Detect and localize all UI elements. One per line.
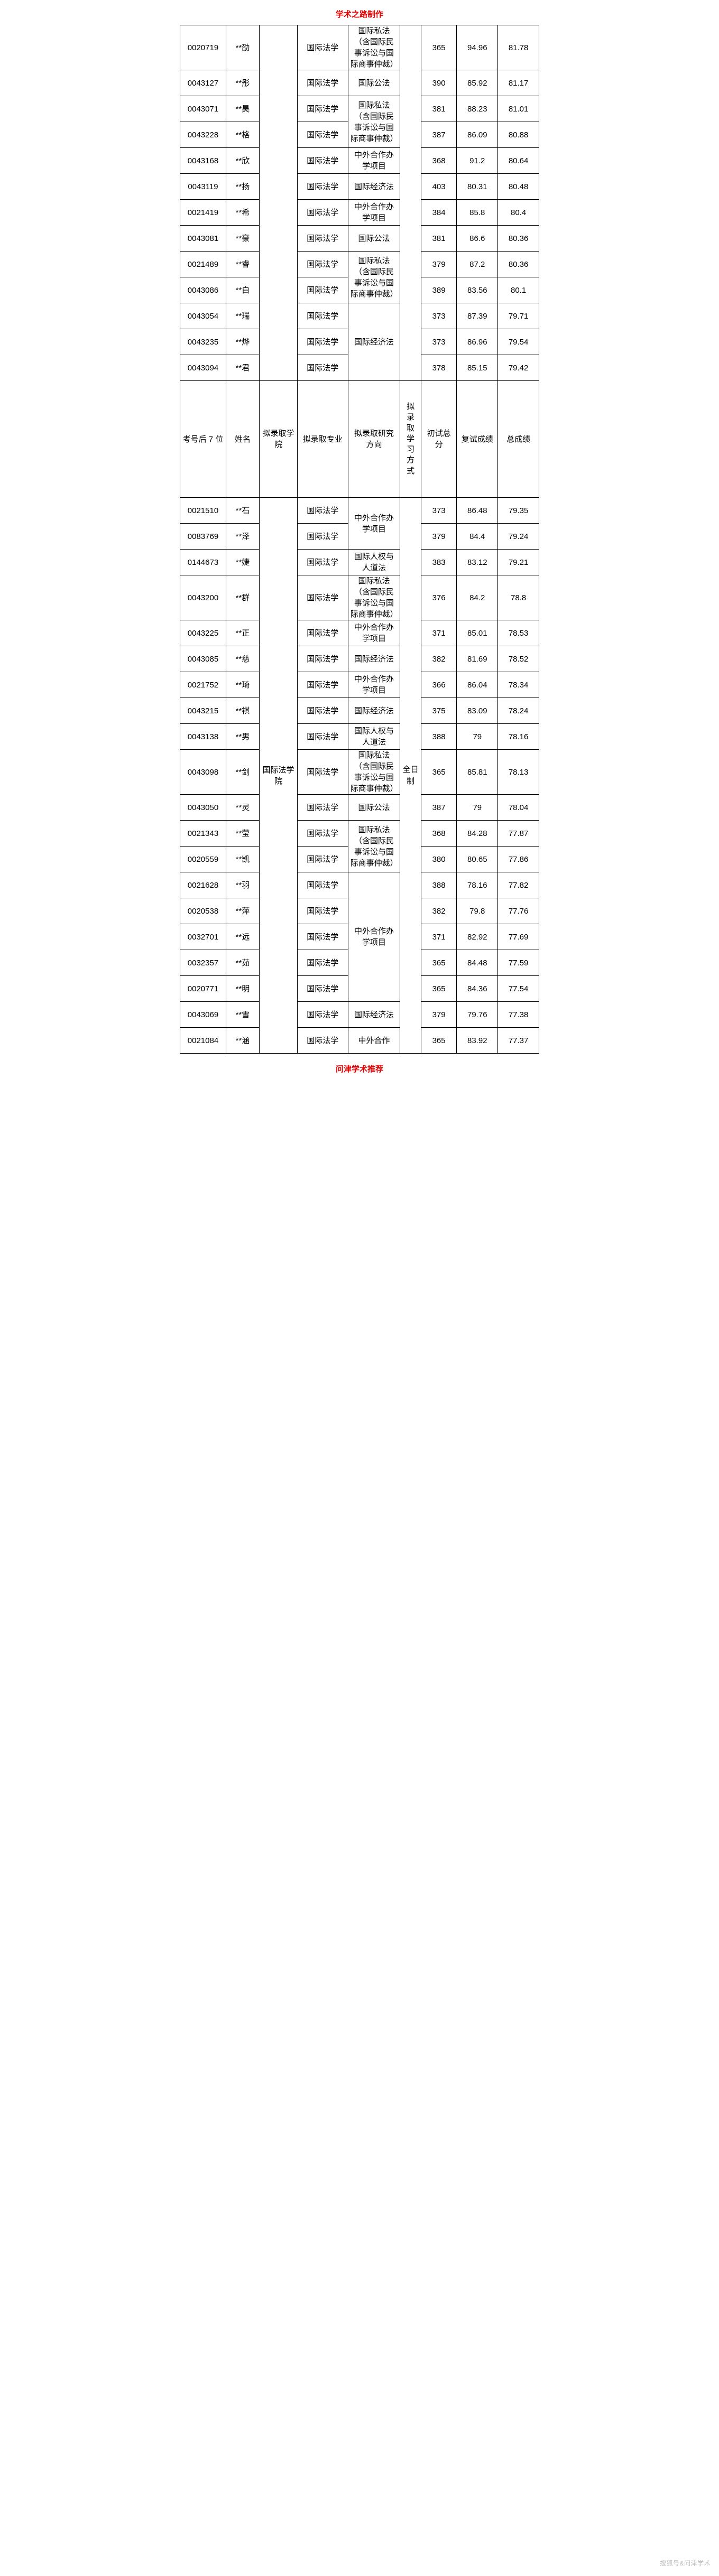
table-row: 0021752**琦国际法学中外合作办学项目36686.0478.34	[180, 672, 539, 698]
table-row: 0021489**睿国际法学国际私法（含国际民事诉讼与国际商事仲裁）37987.…	[180, 252, 539, 277]
table-row: 0043071**昊国际法学国际私法（含国际民事诉讼与国际商事仲裁）38188.…	[180, 96, 539, 122]
table-row: 0043098**剑国际法学国际私法（含国际民事诉讼与国际商事仲裁）36585.…	[180, 750, 539, 795]
table-row: 0043069**雪国际法学国际经济法37979.7677.38	[180, 1002, 539, 1028]
table-row: 0043215**祺国际法学国际经济法37583.0978.24	[180, 698, 539, 724]
bottom-caption: 问津学术推荐	[180, 1054, 539, 1080]
top-caption: 学术之路制作	[180, 5, 539, 25]
table-row: 0043200**群国际法学国际私法（含国际民事诉讼与国际商事仲裁）37684.…	[180, 575, 539, 620]
table-row: 0043081**豪国际法学国际公法38186.680.36	[180, 226, 539, 252]
watermark: 搜狐号&问津学术	[660, 2559, 711, 2568]
table-row: 0021084**涵国际法学中外合作36583.9277.37	[180, 1028, 539, 1054]
table-row: 0144673**婕国际法学国际人权与人道法38383.1279.21	[180, 550, 539, 575]
table-row: 0043168**欣国际法学中外合作办学项目36891.280.64	[180, 148, 539, 174]
table-row: 0043138**男国际法学国际人权与人道法3887978.16	[180, 724, 539, 750]
table-row: 0021628**羽国际法学中外合作办学项目38878.1677.82	[180, 872, 539, 898]
admissions-table: 0020719**劭国际法学国际私法（含国际民事诉讼与国际商事仲裁）36594.…	[180, 25, 539, 1054]
table-row: 0043054**瑞国际法学国际经济法37387.3979.71	[180, 303, 539, 329]
table-row: 0043119**扬国际法学国际经济法40380.3180.48	[180, 174, 539, 200]
table-row: 0021510**石国际法学院国际法学中外合作办学项目全日制37386.4879…	[180, 498, 539, 524]
table-row: 0020719**劭国际法学国际私法（含国际民事诉讼与国际商事仲裁）36594.…	[180, 25, 539, 70]
mode-cell: 全日制	[400, 498, 421, 1054]
college-cell: 国际法学院	[259, 498, 297, 1054]
table-row: 0021343**莹国际法学国际私法（含国际民事诉讼与国际商事仲裁）36884.…	[180, 821, 539, 847]
table-row: 0043127**彤国际法学国际公法39085.9281.17	[180, 70, 539, 96]
mode-cell	[400, 25, 421, 381]
table-row: 0043050**灵国际法学国际公法3877978.04	[180, 795, 539, 821]
table-row: 0043225**正国际法学中外合作办学项目37185.0178.53	[180, 620, 539, 646]
table-row: 0043085**慈国际法学国际经济法38281.6978.52	[180, 646, 539, 672]
header-row: 考号后 7 位姓名拟录取学院拟录取专业拟录取研究方向拟录取学习方式初试总分复试成…	[180, 381, 539, 498]
table-row: 0021419**希国际法学中外合作办学项目38485.880.4	[180, 200, 539, 226]
